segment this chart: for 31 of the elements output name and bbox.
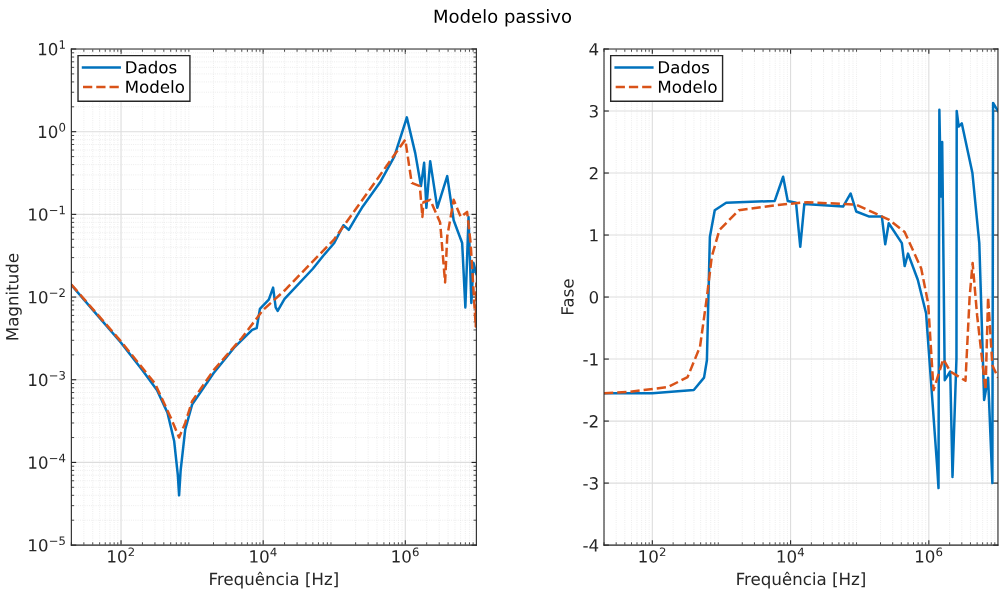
y-tick-label: -1 (583, 353, 598, 366)
chart-title: Modelo passivo (434, 9, 572, 27)
x-tick-label: 10$^{6}$ (916, 547, 943, 563)
y-tick-label: 2 (589, 166, 598, 180)
y-tick-label: 10$^{−2}$ (29, 288, 65, 304)
y-tick-label: -2 (583, 415, 598, 428)
y-tick-label: 10$^{0}$ (38, 122, 66, 139)
y-tick-label: 1 (590, 229, 598, 242)
y-axis-title: Fase (561, 279, 574, 315)
y-axis-title: Magnitude (5, 253, 22, 340)
legend-label: Modelo (126, 80, 185, 94)
y-tick-label: -4 (583, 539, 599, 552)
x-tick-label: 10$^{6}$ (392, 547, 419, 563)
x-axis-title: Frequência [Hz] (737, 571, 865, 589)
y-tick-label: 0 (589, 291, 599, 304)
x-axis-title: Frequência [Hz] (210, 571, 338, 589)
legend-label: Dados (658, 60, 710, 74)
x-tick-label: 10$^{4}$ (250, 547, 277, 563)
legend-label: Dados (126, 60, 177, 74)
y-tick-label: 10$^{1}$ (38, 40, 65, 56)
y-tick-label: 10$^{−1}$ (29, 205, 65, 221)
y-tick-label: 10$^{−3}$ (29, 370, 65, 387)
x-tick-label: 10$^{2}$ (108, 547, 134, 563)
x-tick-label: 10$^{2}$ (639, 547, 666, 563)
y-tick-label: 4 (589, 43, 599, 56)
y-tick-label: 10$^{−5}$ (29, 536, 65, 552)
y-tick-label: 3 (589, 104, 598, 118)
y-tick-label: 10$^{−4}$ (29, 453, 66, 469)
legend-label: Modelo (658, 80, 717, 94)
x-tick-label: 10$^{4}$ (777, 547, 805, 563)
y-tick-label: -3 (583, 477, 598, 490)
